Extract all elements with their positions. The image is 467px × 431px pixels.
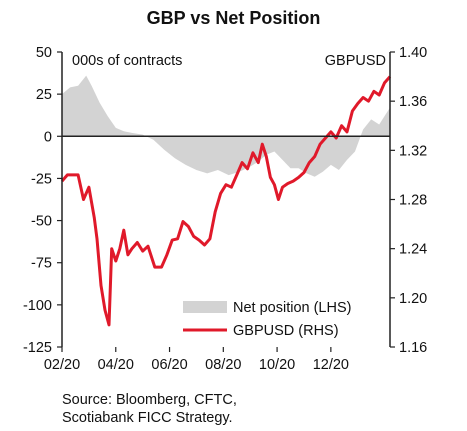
left-tick-label: 50 [36,45,52,61]
legend-label-gbpusd: GBPUSD (RHS) [233,323,339,339]
right-tick-label: 1.20 [399,291,427,307]
right-tick-label: 1.28 [399,193,427,209]
right-tick-label: 1.40 [399,45,427,61]
source-line-2: Scotiabank FICC Strategy. [62,410,233,426]
legend-swatch-net-position [183,301,227,313]
left-tick-label: -100 [23,298,52,314]
x-tick-label: 06/20 [151,357,187,373]
right-tick-label: 1.32 [399,143,427,159]
x-tick-label: 08/20 [205,357,241,373]
gbpusd-line [60,75,392,327]
left-tick-label: 0 [44,129,52,145]
left-tick-label: 25 [36,87,52,103]
x-tick-label: 02/20 [44,357,80,373]
right-tick-label: 1.36 [399,94,427,110]
left-axis-unit-label: 000s of contracts [72,53,182,69]
left-tick-label: -125 [23,340,52,356]
right-tick-label: 1.16 [399,340,427,356]
chart-title: GBP vs Net Position [146,8,321,28]
left-tick-label: -25 [31,171,52,187]
x-tick-label: 10/20 [259,357,295,373]
right-tick-label: 1.24 [399,242,427,258]
x-tick-label: 04/20 [98,357,134,373]
left-tick-label: -50 [31,214,52,230]
right-axis-unit-label: GBPUSD [325,53,386,69]
legend-label-net-position: Net position (LHS) [233,300,351,316]
source-line-1: Source: Bloomberg, CFTC, [62,392,237,408]
left-tick-label: -75 [31,256,52,272]
net-position-area [62,75,390,177]
x-tick-label: 12/20 [313,357,349,373]
